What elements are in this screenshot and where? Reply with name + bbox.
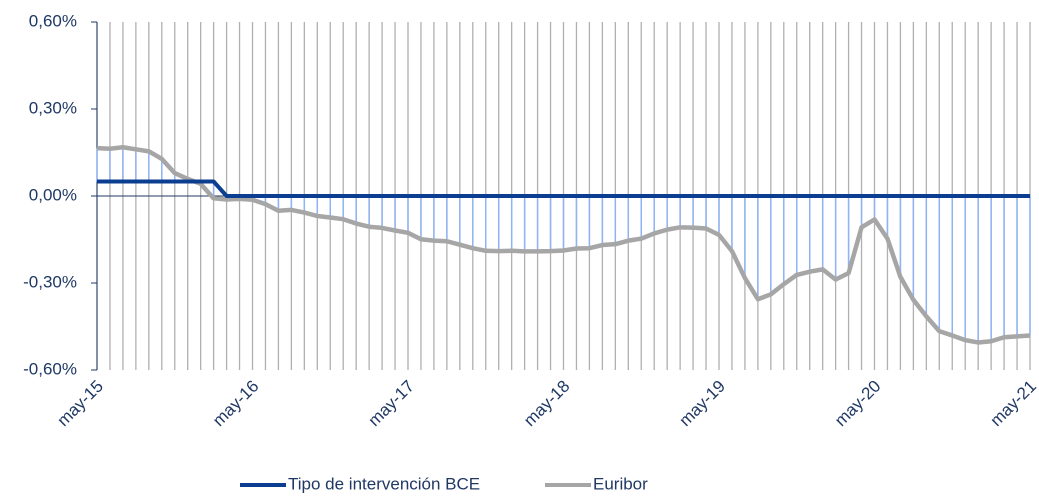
x-tick-label: may-16 — [209, 377, 263, 431]
x-tick-label: may-18 — [520, 377, 574, 431]
series-line — [97, 179, 1030, 198]
x-tick-label: may-15 — [53, 377, 107, 431]
legend-label: Euribor — [593, 474, 648, 493]
x-tick-label: may-19 — [675, 377, 729, 431]
y-tick-label: 0,60% — [29, 11, 77, 30]
legend-label: Tipo de intervención BCE — [288, 474, 480, 493]
y-tick-label: 0,00% — [29, 185, 77, 204]
series-line — [96, 145, 1031, 345]
x-tick-label: may-20 — [831, 377, 885, 431]
x-tick-label: may-17 — [364, 377, 418, 431]
x-tick-label: may-21 — [986, 377, 1039, 431]
y-tick-label: -0,30% — [23, 272, 77, 291]
y-tick-label: 0,30% — [29, 98, 77, 117]
y-tick-label: -0,60% — [23, 359, 77, 378]
